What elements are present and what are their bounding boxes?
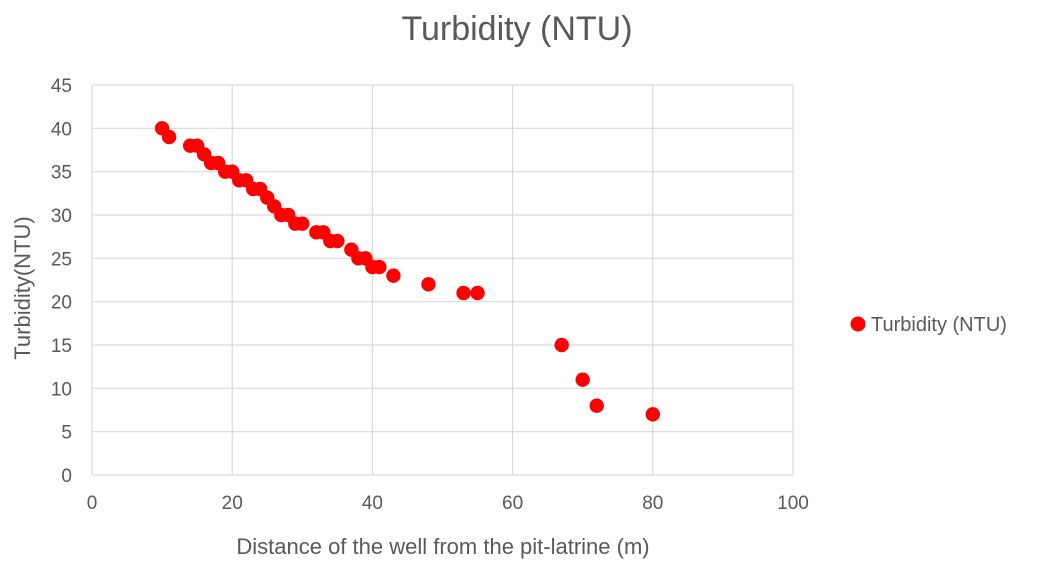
data-point [470, 285, 485, 301]
y-axis-label: Turbidity(NTU) [10, 216, 35, 359]
data-point [161, 129, 177, 145]
data-point [330, 233, 345, 249]
y-tick-label: 10 [51, 379, 72, 400]
data-point [295, 216, 310, 231]
x-axis-ticks: 0 20 40 60 80 100 [87, 493, 809, 514]
x-tick-label: 20 [222, 493, 243, 514]
data-point [554, 337, 569, 353]
legend-label: Turbidity (NTU) [871, 314, 1007, 336]
x-axis-label: Distance of the well from the pit-latrin… [236, 534, 649, 559]
y-tick-label: 40 [51, 119, 72, 140]
y-tick-label: 0 [61, 466, 72, 487]
data-point [645, 407, 660, 422]
data-points [154, 121, 660, 422]
x-tick-label: 100 [777, 493, 809, 514]
data-point [386, 268, 401, 283]
y-axis-ticks: 0 5 10 15 20 25 30 35 40 45 [51, 76, 72, 487]
data-point [589, 398, 604, 413]
x-tick-label: 60 [502, 493, 523, 514]
data-point [421, 277, 436, 292]
y-tick-label: 45 [51, 76, 72, 97]
y-tick-label: 20 [51, 293, 72, 314]
plot-grid [91, 84, 794, 476]
y-tick-label: 5 [61, 423, 72, 444]
data-point [575, 372, 590, 387]
y-tick-label: 30 [51, 206, 72, 227]
legend-marker [850, 316, 866, 332]
chart-title: Turbidity (NTU) [401, 10, 632, 48]
x-tick-label: 40 [362, 493, 383, 514]
y-tick-label: 15 [51, 336, 72, 357]
y-tick-label: 35 [51, 163, 72, 184]
x-tick-label: 80 [642, 493, 663, 514]
x-tick-label: 0 [87, 493, 98, 514]
data-point [456, 285, 471, 301]
legend: Turbidity (NTU) [850, 314, 1007, 336]
data-point [372, 259, 387, 275]
y-tick-label: 25 [51, 249, 72, 270]
